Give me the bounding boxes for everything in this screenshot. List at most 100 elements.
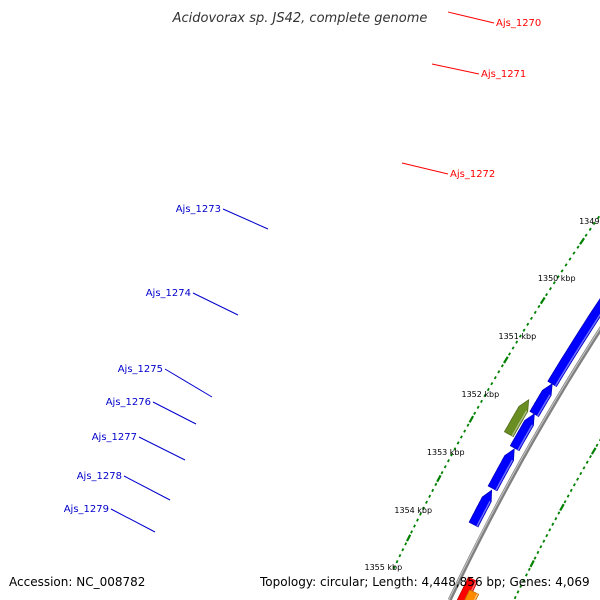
tick-mark [436,474,442,483]
gene-arrow-body [529,382,553,418]
tick-mark [398,554,402,558]
gene-label-ajs-1278[interactable]: Ajs_1278 [77,471,171,501]
top-fade [380,0,460,14]
kbp-label: 1352 kbp [461,390,499,399]
gene-arrow-body [547,298,600,387]
tick-mark [579,471,583,476]
topology-text: Topology: circular; Length: 4,448,856 bp… [259,575,590,589]
tick-mark [404,542,408,546]
tick-mark [525,573,528,577]
tick-mark [413,524,416,528]
tick-mark [560,269,564,273]
gene-arrow-ajs-1278[interactable] [487,448,515,492]
tick-mark [511,346,515,350]
gene-label-text: Ajs_1276 [106,397,151,408]
accession-text: Accession: NC_008782 [9,575,145,589]
tick-mark [456,441,460,445]
tick-mark [579,237,586,245]
gene-label-ajs-1277[interactable]: Ajs_1277 [92,432,186,461]
tick-mark [425,500,428,504]
tick-mark [536,550,540,555]
outer-tick-row [513,438,600,600]
gene-label-ajs-1273[interactable]: Ajs_1273 [176,204,269,230]
tick-mark [422,506,425,510]
gene-leader-line [164,368,213,398]
tick-mark [503,356,509,364]
gene-arrow-offscreen-2[interactable] [457,589,480,600]
tick-mark [410,530,413,534]
ruler-labels: 1346 kbp1347 kbp1348 kbp1349 kbp1350 kbp… [364,217,600,572]
gene-arrow-highlight [517,424,533,451]
gene-label-ajs-1279[interactable]: Ajs_1279 [64,504,156,533]
gene-label-ajs-1271[interactable]: Ajs_1271 [431,63,526,80]
tick-mark [554,516,558,521]
tick-mark [596,215,600,220]
tick-mark [545,293,549,297]
tick-mark [473,411,477,415]
gene-leader-line [138,436,186,461]
gene-arrow-highlight [554,313,600,387]
gene-labels: Ajs_1270 Ajs_1271 Ajs_1272 Ajs_1273 Ajs_1274… [64,11,541,533]
gene-arrow-ajs-1276[interactable] [503,398,530,438]
tick-mark [453,447,457,451]
tick-mark [476,405,480,410]
gene-arrow-ajs-1277[interactable] [509,413,535,452]
tick-mark [539,296,546,305]
gene-arrow-body [487,448,515,492]
gene-label-text: Ajs_1277 [92,432,137,443]
gene-label-text: Ajs_1272 [450,169,495,180]
tick-mark [406,534,412,542]
gene-arrow-highlight [473,593,479,600]
gene-label-ajs-1275[interactable]: Ajs_1275 [118,364,213,398]
tick-mark [576,477,580,481]
genome-backbone [447,326,600,600]
tick-mark [568,257,572,261]
tick-mark [493,376,497,380]
tick-mark [569,488,573,493]
gene-leader-line [222,208,269,230]
tick-mark [480,399,483,404]
tick-mark [431,488,435,493]
gene-leader-line [123,475,171,501]
gene-arrow-ajs-1275[interactable] [529,382,553,418]
gene-label-text: Ajs_1279 [64,504,109,515]
tick-mark [450,453,454,457]
tick-mark [572,483,576,487]
tick-mark [459,435,463,439]
gene-label-text: Ajs_1275 [118,364,163,375]
tick-mark [468,415,475,423]
gene-label-ajs-1270[interactable]: Ajs_1270 [447,11,541,29]
tick-mark [537,304,541,309]
gene-label-ajs-1272[interactable]: Ajs_1272 [401,162,495,180]
tick-mark [527,567,531,571]
tick-mark [401,548,405,552]
tick-mark [539,545,543,549]
tick-mark [416,518,419,522]
kbp-label: 1353 kbp [427,448,465,457]
gene-leader-line [431,63,480,75]
tick-mark [434,482,438,487]
tick-mark [542,539,546,543]
tick-mark [548,287,552,291]
gene-label-ajs-1276[interactable]: Ajs_1276 [106,397,197,425]
gene-label-ajs-1274[interactable]: Ajs_1274 [146,288,239,316]
tick-mark [551,522,555,526]
gene-arrow-ajs-1279[interactable] [468,489,493,528]
tick-mark [585,460,589,464]
tick-mark [588,227,592,232]
gene-leader-line [110,508,156,533]
tick-mark [483,393,487,398]
gene-arrow-ajs-1274[interactable] [547,257,600,387]
map-title: Acidovorax sp. JS42, complete genome [172,11,428,26]
tick-mark [548,528,552,532]
tick-mark [466,423,470,427]
tick-mark [513,595,517,600]
gene-leader-line [192,292,239,316]
tick-mark [576,245,580,249]
tick-mark [566,494,570,498]
tick-mark [592,221,596,226]
kbp-label: 1350 kbp [538,274,576,283]
tick-mark [516,590,520,594]
tick-mark [590,447,597,455]
